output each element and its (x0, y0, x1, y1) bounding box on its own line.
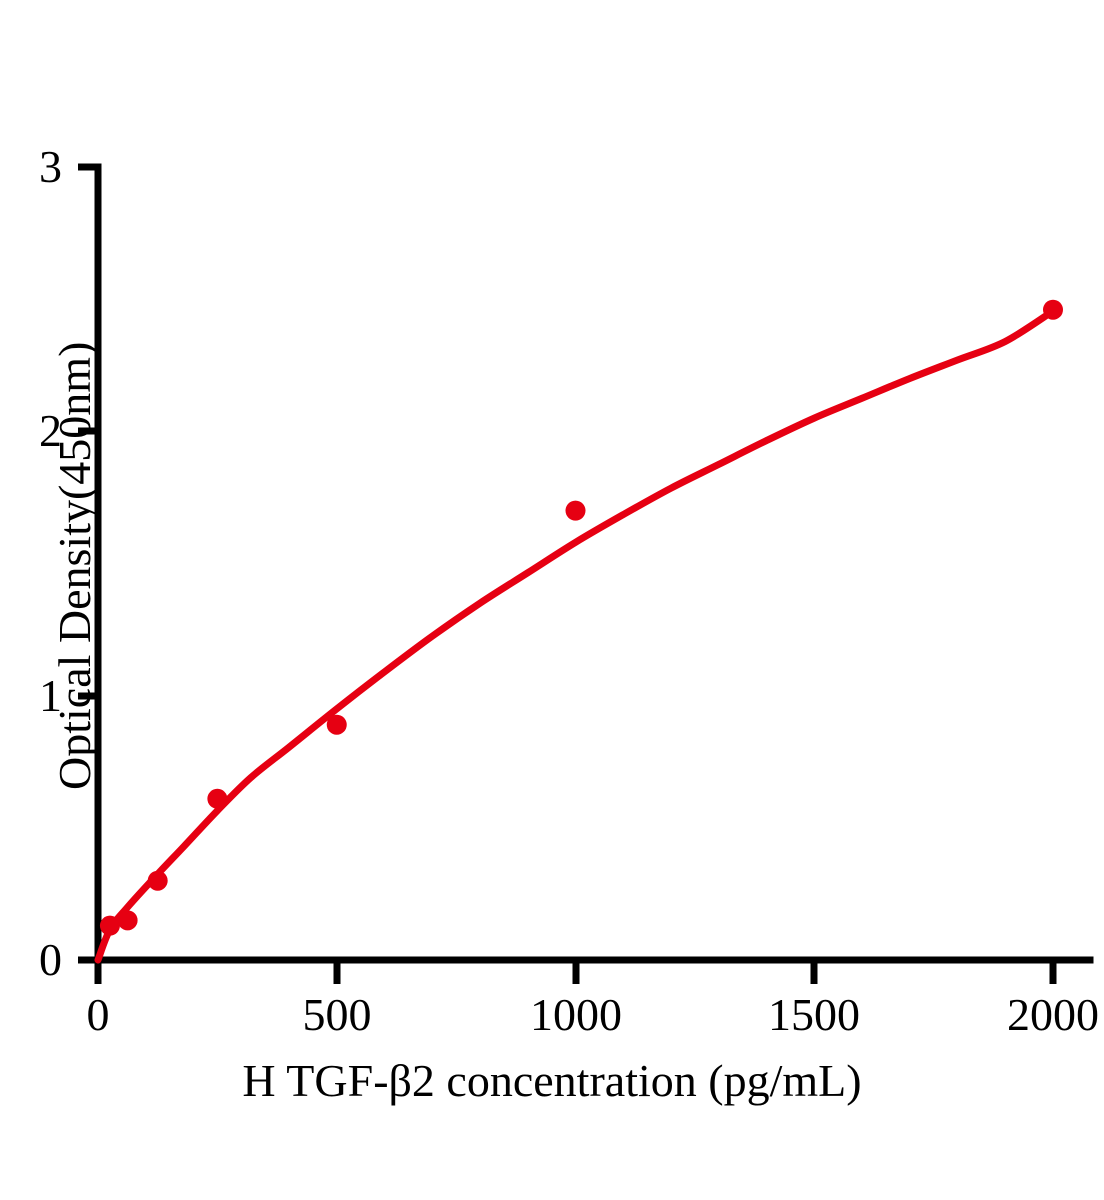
y-tick-label-2: 2 (39, 405, 62, 456)
data-point (117, 910, 138, 931)
data-point (207, 788, 228, 809)
x-axis-ticks (94, 960, 1057, 984)
x-tick-label-2000: 2000 (1007, 989, 1099, 1040)
x-tick-label-1000: 1000 (530, 989, 622, 1040)
y-tick-label-1: 1 (39, 670, 62, 721)
data-point (565, 500, 586, 521)
x-tick-label-0: 0 (86, 989, 110, 1040)
x-axis-title: H TGF-β2 concentration (pg/mL) (242, 1055, 862, 1106)
data-point (326, 714, 347, 735)
y-tick-label-3: 3 (39, 141, 62, 192)
y-tick-label-0: 0 (39, 934, 62, 985)
data-point (1043, 299, 1063, 320)
x-tick-label-1500: 1500 (768, 989, 860, 1040)
data-point (99, 915, 120, 936)
data-point (147, 870, 168, 891)
x-tick-label-500: 500 (302, 989, 372, 1040)
fitted-curve (94, 307, 1057, 964)
data-point-markers (99, 299, 1063, 936)
y-axis-title: Optical Density(450nm) (49, 341, 100, 790)
axis-lines (94, 163, 1094, 964)
